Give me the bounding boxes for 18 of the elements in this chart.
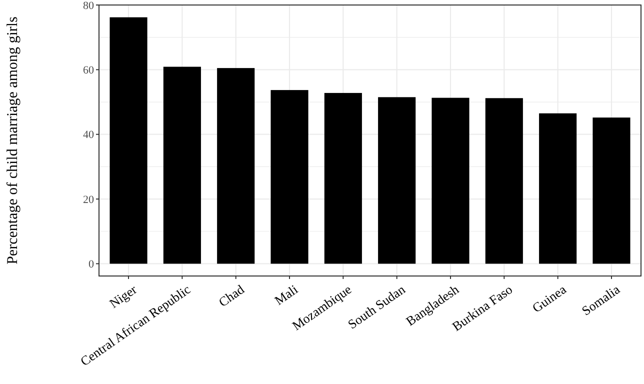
bar <box>270 90 308 264</box>
y-axis-title: Percentage of child marriage among girls <box>5 16 21 264</box>
y-tick-label: 60 <box>83 64 94 77</box>
y-tick-label: 0 <box>88 258 94 271</box>
bar <box>110 17 148 264</box>
bar <box>324 92 362 264</box>
bar <box>592 118 630 264</box>
bar <box>378 97 416 264</box>
x-tick-label: Niger <box>106 281 140 311</box>
x-tick-label: Chad <box>216 281 248 310</box>
y-tick-label: 40 <box>83 129 94 142</box>
bar <box>217 68 255 264</box>
bar <box>163 66 201 264</box>
y-tick-label: 80 <box>83 0 94 12</box>
bar <box>432 98 470 264</box>
y-tick-label: 20 <box>83 194 94 206</box>
bar <box>539 113 577 264</box>
bar <box>485 98 523 264</box>
